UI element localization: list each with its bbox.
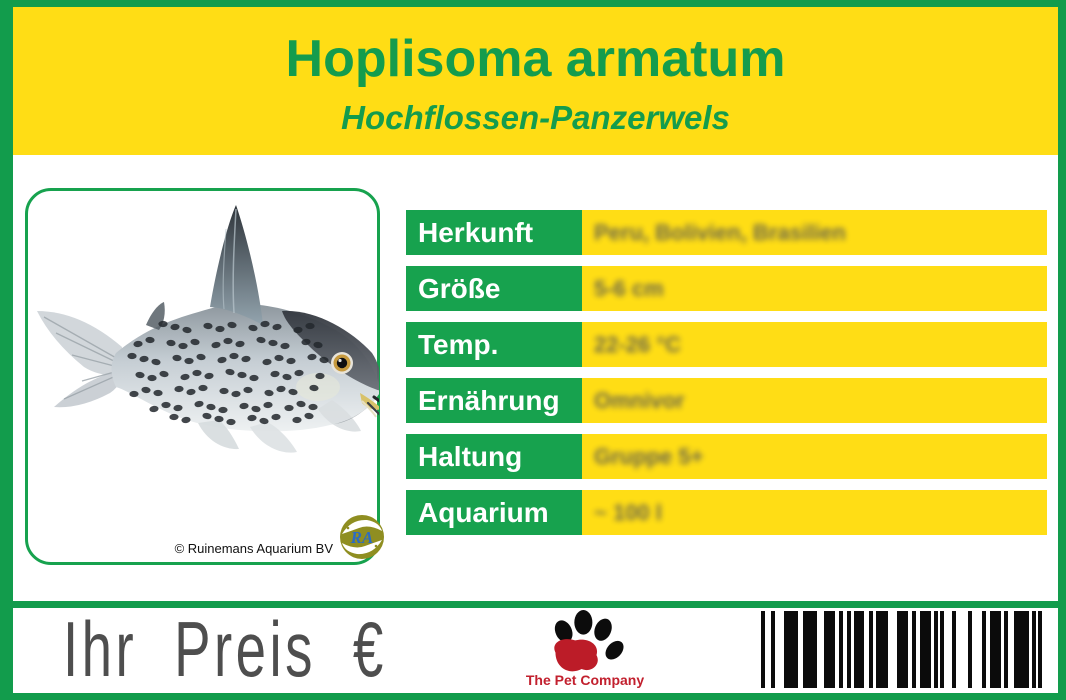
fish-pectoral-fin bbox=[318, 400, 361, 432]
info-row: Temp. 22-26 °C bbox=[406, 322, 1047, 367]
info-value: 22-26 °C bbox=[582, 322, 1047, 367]
barcode-bar bbox=[803, 611, 817, 688]
fish-barbels bbox=[360, 393, 379, 418]
info-value-text: Gruppe 5+ bbox=[594, 443, 704, 469]
barcode-bar bbox=[912, 611, 916, 688]
section-divider bbox=[13, 601, 1058, 608]
barcode-gap bbox=[972, 611, 982, 688]
barcode-bar bbox=[968, 611, 972, 688]
species-subtitle: Hochflossen-Panzerwels bbox=[341, 99, 730, 136]
fish-anal-fin bbox=[198, 420, 239, 450]
fish-head bbox=[282, 310, 379, 391]
ruinemans-aquarium-logo-icon: RA bbox=[340, 515, 384, 559]
info-value-text: Omnivor bbox=[594, 387, 685, 413]
svg-text:RA: RA bbox=[350, 528, 374, 547]
fish-eye bbox=[331, 352, 353, 374]
label-inner: Hoplisoma armatum Hochflossen-Panzerwels bbox=[13, 7, 1058, 693]
info-label: Aquarium bbox=[406, 490, 582, 535]
info-value: Omnivor bbox=[582, 378, 1047, 423]
barcode-bar bbox=[824, 611, 835, 688]
paw-print-icon bbox=[554, 610, 624, 672]
barcode-bar bbox=[1038, 611, 1042, 688]
fish-ventral-fin bbox=[250, 422, 297, 453]
footer: Ihr Preis € The Pet Company bbox=[13, 608, 1058, 693]
info-value-text: Peru, Bolivien, Brasilien bbox=[594, 219, 846, 245]
info-row: Herkunft Peru, Bolivien, Brasilien bbox=[406, 210, 1047, 255]
barcode-bar bbox=[934, 611, 938, 688]
info-value-text: 5-6 cm bbox=[594, 275, 664, 301]
barcode-gap bbox=[775, 611, 784, 688]
barcode-bar bbox=[1032, 611, 1036, 688]
barcode-bar bbox=[952, 611, 956, 688]
barcode-gap bbox=[817, 611, 824, 688]
info-label: Ernährung bbox=[406, 378, 582, 423]
info-label: Herkunft bbox=[406, 210, 582, 255]
barcode-bar bbox=[876, 611, 888, 688]
info-label: Größe bbox=[406, 266, 582, 311]
barcode-gap bbox=[956, 611, 968, 688]
barcode-bar bbox=[940, 611, 944, 688]
pet-company-logo: The Pet Company bbox=[505, 610, 665, 693]
main-section: © Ruinemans Aquarium BV RA Herkunft Peru,… bbox=[13, 155, 1058, 601]
barcode-bar bbox=[1004, 611, 1008, 688]
info-row: Größe 5-6 cm bbox=[406, 266, 1047, 311]
info-value-text: 22-26 °C bbox=[594, 331, 682, 357]
info-value: 5-6 cm bbox=[582, 266, 1047, 311]
barcode-bar bbox=[761, 611, 765, 688]
barcode bbox=[761, 611, 1042, 688]
barcode-bar bbox=[920, 611, 931, 688]
photo-copyright: © Ruinemans Aquarium BV bbox=[174, 541, 333, 556]
price-label: Ihr Preis € bbox=[63, 605, 387, 693]
info-value: Gruppe 5+ bbox=[582, 434, 1047, 479]
info-label: Temp. bbox=[406, 322, 582, 367]
barcode-bar bbox=[854, 611, 864, 688]
info-row: Aquarium ~ 100 l bbox=[406, 490, 1047, 535]
info-row: Ernährung Omnivor bbox=[406, 378, 1047, 423]
barcode-bar bbox=[771, 611, 775, 688]
barcode-bar bbox=[847, 611, 851, 688]
header: Hoplisoma armatum Hochflossen-Panzerwels bbox=[13, 7, 1058, 155]
barcode-gap bbox=[944, 611, 952, 688]
barcode-bar bbox=[784, 611, 798, 688]
barcode-bar bbox=[982, 611, 986, 688]
fish-dorsal-fin bbox=[210, 205, 263, 325]
info-row: Haltung Gruppe 5+ bbox=[406, 434, 1047, 479]
barcode-bar bbox=[869, 611, 873, 688]
barcode-bar bbox=[1014, 611, 1029, 688]
barcode-bar bbox=[839, 611, 843, 688]
fish-image bbox=[37, 205, 379, 453]
barcode-bar bbox=[990, 611, 1001, 688]
fish-photo-frame: © Ruinemans Aquarium BV RA bbox=[25, 188, 384, 565]
fish-tail bbox=[37, 311, 122, 408]
info-value-text: ~ 100 l bbox=[594, 499, 662, 525]
barcode-bar bbox=[897, 611, 908, 688]
info-value: Peru, Bolivien, Brasilien bbox=[582, 210, 1047, 255]
barcode-gap bbox=[888, 611, 897, 688]
info-table: Herkunft Peru, Bolivien, Brasilien Größe 5-… bbox=[406, 210, 1047, 546]
brand-name: The Pet Company bbox=[525, 672, 645, 688]
species-title: Hoplisoma armatum bbox=[285, 30, 786, 88]
info-label: Haltung bbox=[406, 434, 582, 479]
info-value: ~ 100 l bbox=[582, 490, 1047, 535]
